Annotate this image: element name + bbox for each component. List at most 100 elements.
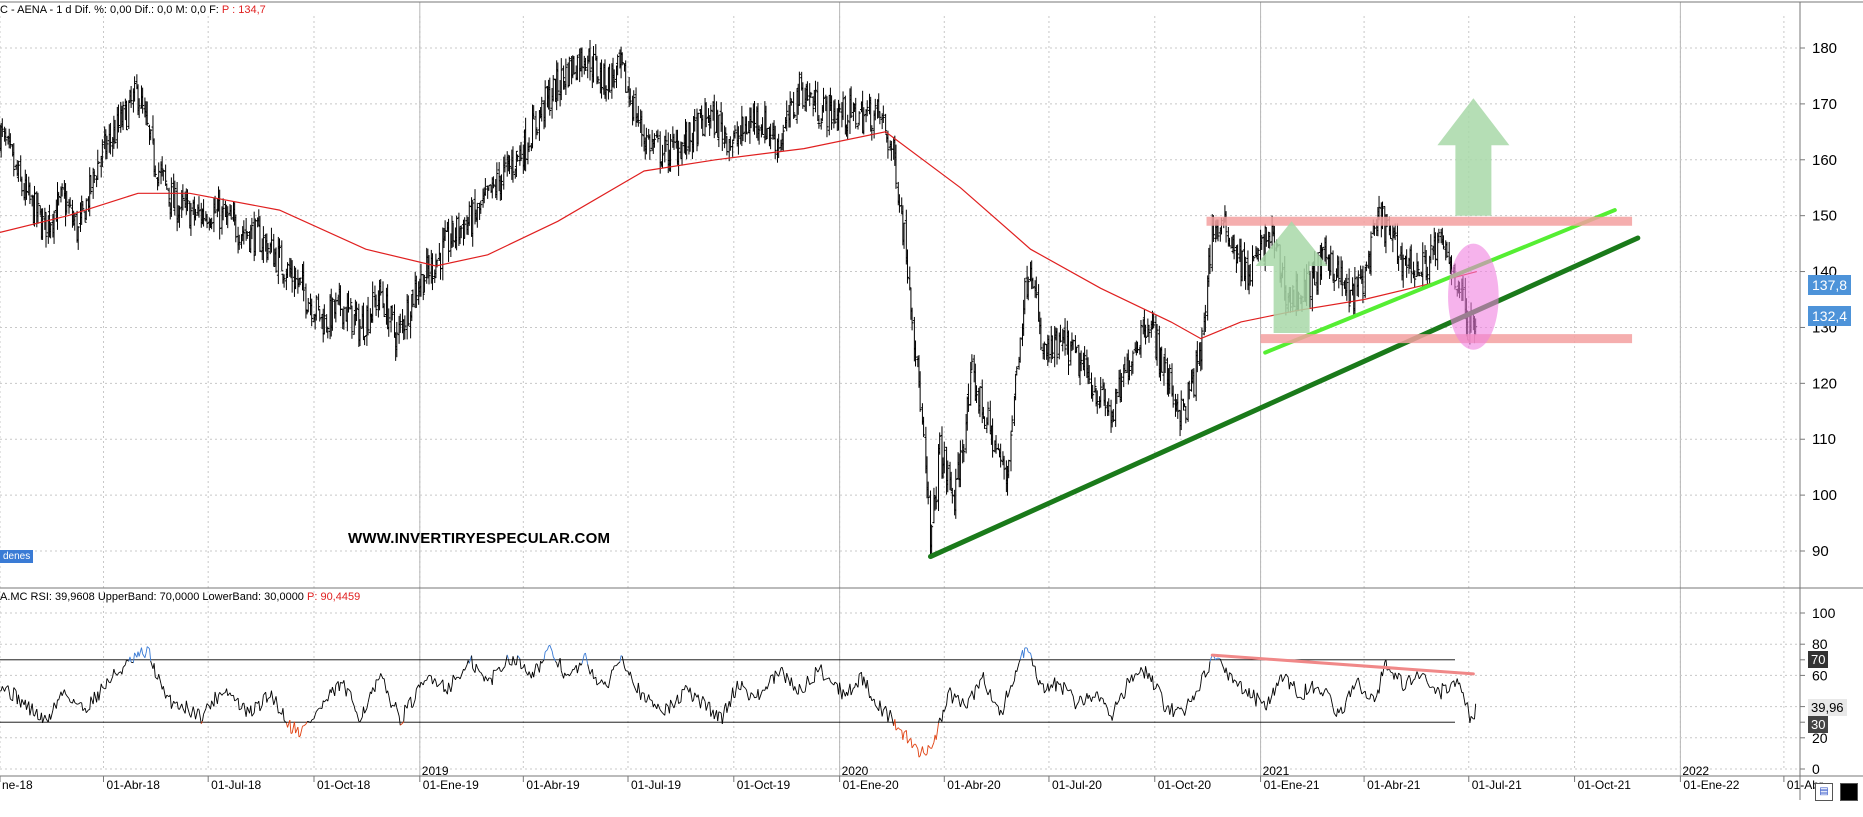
rsi-line-segment <box>912 744 914 748</box>
rsi-line-segment <box>215 692 217 704</box>
rsi-line-segment <box>201 721 202 724</box>
rsi-line-segment <box>1241 682 1242 694</box>
rsi-line-segment <box>1313 689 1314 694</box>
rsi-line-segment <box>251 706 252 717</box>
rsi-line-segment <box>1315 688 1317 689</box>
rsi-line-segment <box>955 694 956 698</box>
rsi-line-segment <box>589 669 590 674</box>
rsi-line-segment <box>1194 691 1196 700</box>
rsi-line-segment <box>818 670 819 672</box>
rsi-line-segment <box>230 693 231 696</box>
rsi-line-segment <box>504 667 505 668</box>
rsi-line-segment <box>927 745 928 754</box>
rsi-line-segment <box>344 680 346 696</box>
rsi-line-segment <box>346 688 347 696</box>
rsi-line-segment <box>9 692 10 699</box>
rsi-line-segment <box>227 689 228 696</box>
rsi-line-segment <box>298 727 299 737</box>
x-tick-label: 01-Jul-20 <box>1052 778 1102 792</box>
rsi-line-segment <box>903 732 904 739</box>
rsi-line-segment <box>1457 679 1458 685</box>
rsi-line-segment <box>1228 673 1229 681</box>
rsi-line-segment <box>41 713 42 723</box>
rsi-line-segment <box>32 704 33 715</box>
rsi-line-segment <box>1186 699 1188 711</box>
rsi-line-segment <box>922 746 923 752</box>
rsi-line-segment <box>1465 703 1466 705</box>
rsi-line-segment <box>750 693 751 699</box>
rsi-line-segment <box>314 715 315 719</box>
rsi-line-segment <box>767 682 769 690</box>
rsi-line-segment <box>74 699 75 702</box>
rsi-line-segment <box>746 690 748 700</box>
black-square-icon[interactable] <box>1840 783 1858 801</box>
rsi-line-segment <box>210 701 211 709</box>
rsi-line-segment <box>375 680 376 692</box>
rsi-line-segment <box>247 707 249 713</box>
year-label: 2022 <box>1682 764 1709 778</box>
rsi-line-segment <box>952 694 954 704</box>
rsi-line-segment <box>389 695 391 707</box>
rsi-line-segment <box>924 753 926 756</box>
rsi-line-segment <box>416 685 418 689</box>
rsi-line-segment <box>507 655 508 659</box>
rsi-line-segment <box>843 689 845 696</box>
rsi-line-segment <box>233 695 234 701</box>
y-tick-label: 160 <box>1812 152 1837 169</box>
price-header-text: C - AENA - 1 d Dif. %: 0,00 Dif.: 0,0 M:… <box>0 4 219 16</box>
rsi-line-segment <box>786 673 787 683</box>
rsi-line-segment <box>759 693 761 700</box>
rsi-line-segment <box>1040 680 1041 684</box>
rsi-line-segment <box>613 666 614 670</box>
rsi-line-segment <box>1089 695 1091 702</box>
x-tick-label: 01-Abr-21 <box>1367 778 1421 792</box>
rsi-line-segment <box>316 709 318 712</box>
rsi-line-segment <box>107 678 109 682</box>
rsi-line-segment <box>1345 703 1346 712</box>
rsi-line-segment <box>1230 673 1232 675</box>
rsi-line-segment <box>427 677 428 680</box>
rsi-line-segment <box>719 712 721 713</box>
rsi-line-segment <box>485 676 487 681</box>
rsi-line-segment <box>566 674 568 675</box>
rsi-line-segment <box>1014 671 1015 681</box>
rsi-line-segment <box>439 684 440 685</box>
rsi-line-segment <box>163 686 165 698</box>
rsi-line-segment <box>1307 692 1309 695</box>
rsi-line-segment <box>1178 707 1180 709</box>
rsi-line-segment <box>117 673 118 675</box>
rsi-line-segment <box>99 684 101 700</box>
legend-tab[interactable]: denes <box>0 550 33 563</box>
rsi-line-segment <box>700 701 701 708</box>
rsi-line-segment <box>882 710 883 716</box>
rsi-line-segment <box>355 711 356 712</box>
rsi-line-segment <box>932 742 934 748</box>
rsi-line-segment <box>698 695 700 708</box>
rsi-line-segment <box>918 749 919 757</box>
rsi-line-segment <box>18 695 20 708</box>
y-tick-label: 150 <box>1812 208 1837 225</box>
rsi-line-segment <box>666 704 668 707</box>
rsi-line-segment <box>1336 709 1337 717</box>
rsi-line-segment <box>967 699 968 708</box>
rsi-line-segment <box>276 696 278 713</box>
rsi-line-segment <box>220 692 222 695</box>
rsi-line-segment <box>22 699 24 705</box>
rsi-line-segment <box>1032 658 1033 666</box>
rsi-line-segment <box>911 738 912 748</box>
rsi-line-segment <box>851 688 853 695</box>
rsi-line-segment <box>207 704 209 707</box>
rsi-line-segment <box>412 707 413 708</box>
rsi-line-segment <box>819 665 821 671</box>
rsi-line-segment <box>644 693 645 702</box>
rsi-line-segment <box>1012 681 1014 687</box>
rsi-line-segment <box>266 692 267 702</box>
rsi-tag-value: 39,96 <box>1808 699 1847 716</box>
rsi-line-segment <box>596 677 597 685</box>
floppy-disk-icon[interactable]: ▤ <box>1815 783 1833 801</box>
rsi-line-segment <box>262 695 263 705</box>
rsi-line-segment <box>452 675 453 685</box>
rsi-line-segment <box>899 729 901 730</box>
rsi-line-segment <box>1125 678 1127 697</box>
